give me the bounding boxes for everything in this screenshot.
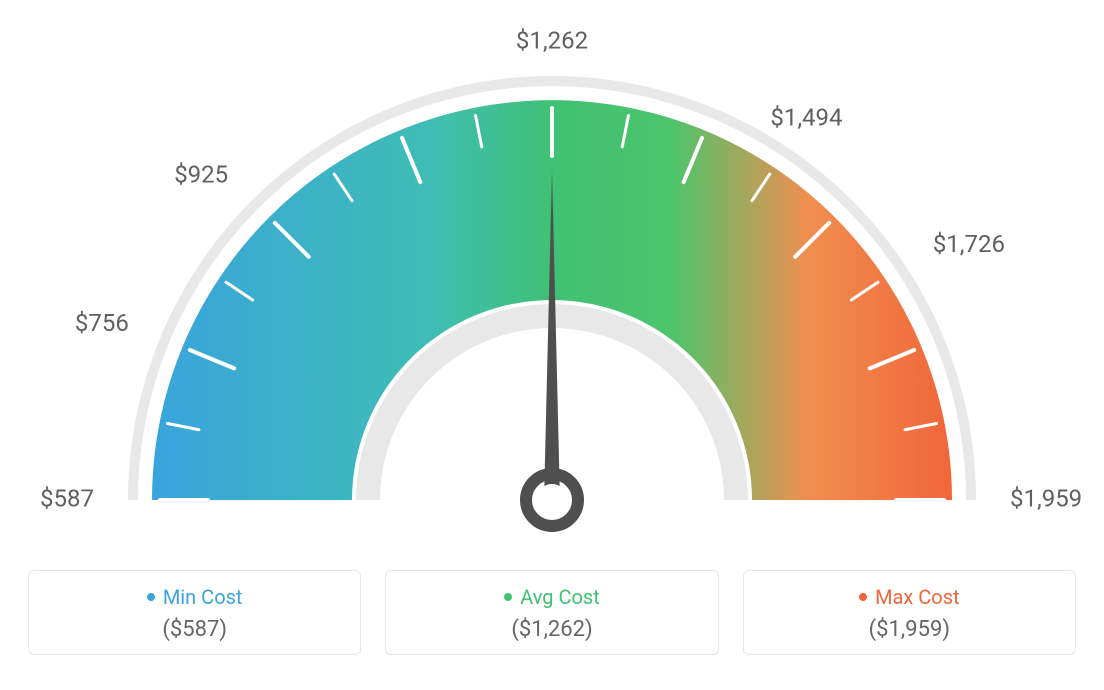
gauge-tick-label: $1,959 <box>1010 484 1082 512</box>
legend-min: Min Cost ($587) <box>28 570 361 655</box>
gauge-tick-label: $1,726 <box>933 230 1005 258</box>
gauge-tick-label: $1,494 <box>770 104 842 132</box>
legend-avg-value: ($1,262) <box>396 617 707 642</box>
gauge-tick-label: $925 <box>174 160 228 188</box>
legend-max-value: ($1,959) <box>754 617 1065 642</box>
legend-min-label: Min Cost <box>147 585 243 609</box>
legend-avg-label: Avg Cost <box>504 585 600 609</box>
legend-avg-text: Avg Cost <box>520 585 600 609</box>
legend-max-label: Max Cost <box>859 585 960 609</box>
gauge-tick-label: $587 <box>40 484 94 512</box>
cost-gauge-chart: $587 $756 $925 $1,262 $1,494 $1,726 $1,959 Min… <box>0 0 1104 690</box>
legend-min-text: Min Cost <box>163 585 243 609</box>
legend-max-text: Max Cost <box>875 585 960 609</box>
legend-max: Max Cost ($1,959) <box>743 570 1076 655</box>
legend-min-dot <box>147 593 155 601</box>
legend-row: Min Cost ($587) Avg Cost ($1,262) Max Co… <box>0 570 1104 655</box>
legend-avg-dot <box>504 593 512 601</box>
legend-min-value: ($587) <box>39 617 350 642</box>
legend-avg: Avg Cost ($1,262) <box>385 570 718 655</box>
gauge-svg: $587 $756 $925 $1,262 $1,494 $1,726 $1,959 <box>0 0 1104 560</box>
gauge-tick-label: $756 <box>75 309 129 337</box>
gauge-area: $587 $756 $925 $1,262 $1,494 $1,726 $1,959 <box>0 0 1104 560</box>
gauge-tick-label: $1,262 <box>516 26 588 54</box>
legend-max-dot <box>859 593 867 601</box>
